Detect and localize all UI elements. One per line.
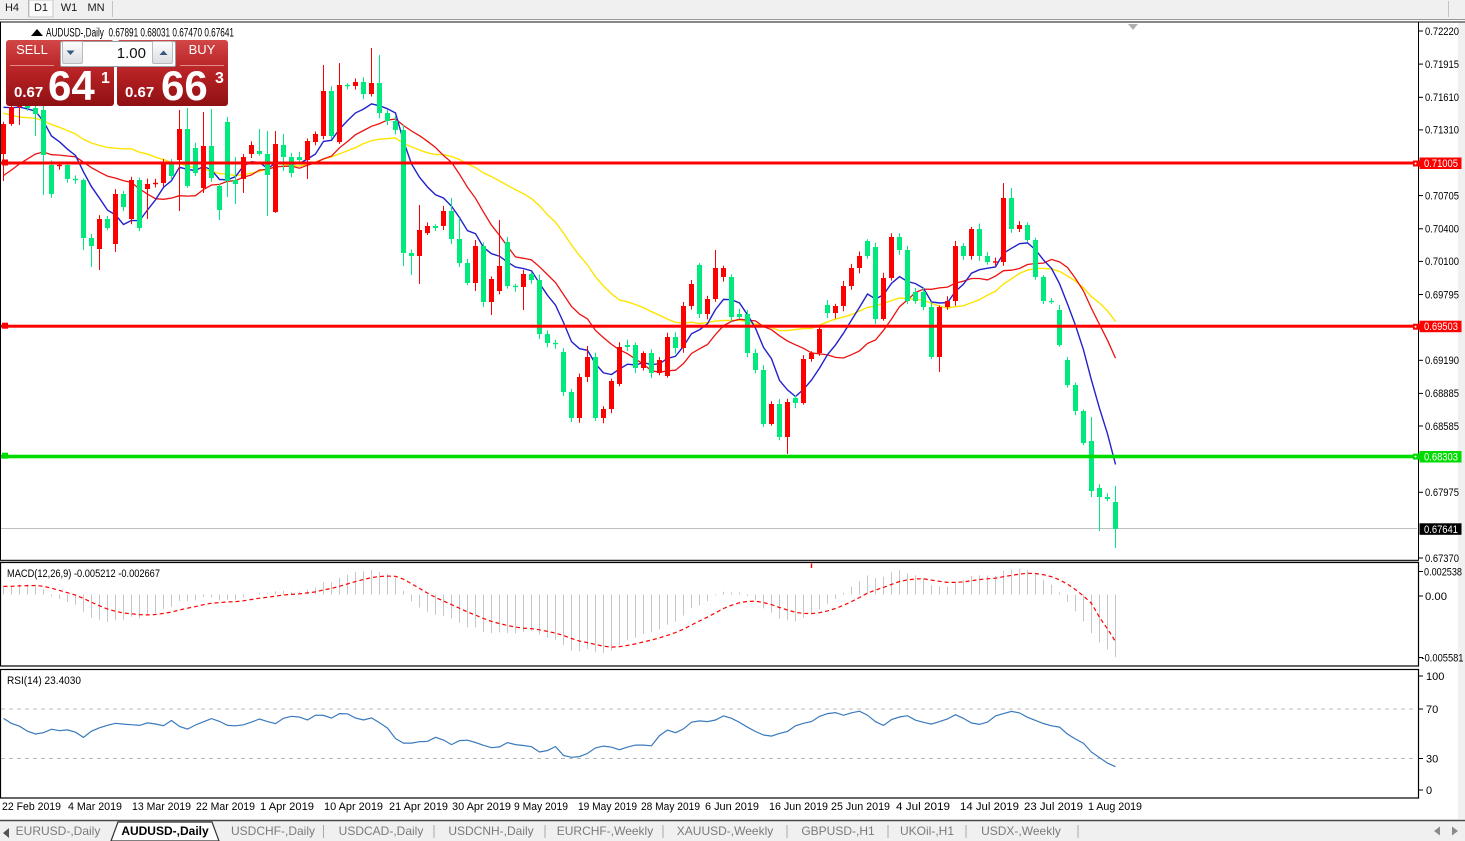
svg-text:MN: MN: [87, 2, 104, 14]
svg-text:0.00: 0.00: [1425, 591, 1447, 603]
svg-text:0.71915: 0.71915: [1425, 59, 1459, 71]
svg-text:H4: H4: [5, 2, 19, 14]
svg-text:6 Jun 2019: 6 Jun 2019: [705, 801, 759, 813]
svg-text:AUDUSD-,Daily: AUDUSD-,Daily: [121, 824, 209, 838]
svg-text:19 May 2019: 19 May 2019: [578, 801, 637, 813]
svg-text:30 Apr 2019: 30 Apr 2019: [452, 801, 511, 813]
svg-text:14 Jul 2019: 14 Jul 2019: [960, 801, 1019, 813]
svg-text:0.67370: 0.67370: [1425, 553, 1459, 565]
svg-text:W1: W1: [61, 2, 78, 14]
svg-text:USDX-,Weekly: USDX-,Weekly: [981, 824, 1061, 838]
svg-text:0.71610: 0.71610: [1425, 92, 1459, 104]
svg-text:0.71005: 0.71005: [1424, 158, 1458, 170]
svg-text:0.69795: 0.69795: [1425, 289, 1459, 301]
svg-text:0.70705: 0.70705: [1425, 190, 1459, 202]
svg-text:D1: D1: [34, 2, 48, 14]
svg-text:13 Mar 2019: 13 Mar 2019: [132, 801, 191, 813]
svg-text:4 Jul 2019: 4 Jul 2019: [896, 801, 950, 813]
svg-text:23 Jul 2019: 23 Jul 2019: [1024, 801, 1083, 813]
svg-text:GBPUSD-,H1: GBPUSD-,H1: [801, 824, 875, 838]
svg-text:70: 70: [1426, 704, 1438, 716]
svg-text:USDCNH-,Daily: USDCNH-,Daily: [448, 824, 533, 838]
svg-text:USDCAD-,Daily: USDCAD-,Daily: [339, 824, 424, 838]
svg-text:28 May 2019: 28 May 2019: [641, 801, 700, 813]
svg-text:22 Mar 2019: 22 Mar 2019: [196, 801, 255, 813]
svg-text:4 Mar 2019: 4 Mar 2019: [68, 801, 122, 813]
svg-text:RSI(14) 23.4030: RSI(14) 23.4030: [7, 675, 81, 687]
svg-text:30: 30: [1426, 753, 1438, 765]
svg-text:0.71310: 0.71310: [1425, 125, 1459, 137]
svg-text:22 Feb 2019: 22 Feb 2019: [2, 801, 61, 813]
svg-text:1 Aug 2019: 1 Aug 2019: [1088, 801, 1142, 813]
svg-text:0.72220: 0.72220: [1425, 26, 1459, 38]
svg-text:0.67641: 0.67641: [1424, 524, 1458, 536]
svg-text:9 May 2019: 9 May 2019: [514, 801, 568, 813]
svg-text:EURUSD-,Daily: EURUSD-,Daily: [16, 824, 101, 838]
svg-text:XAUUSD-,Weekly: XAUUSD-,Weekly: [677, 824, 773, 838]
svg-text:16 Jun 2019: 16 Jun 2019: [769, 801, 828, 813]
svg-text:1 Apr 2019: 1 Apr 2019: [260, 801, 314, 813]
svg-text:25 Jun 2019: 25 Jun 2019: [831, 801, 890, 813]
svg-text:100: 100: [1426, 671, 1444, 683]
svg-text:-0.005581: -0.005581: [1422, 652, 1464, 664]
svg-text:0.002538: 0.002538: [1424, 566, 1462, 578]
svg-text:AUDUSD-,Daily 0.67891 0.68031: AUDUSD-,Daily 0.67891 0.68031 0.67470 0.…: [46, 28, 234, 40]
svg-text:0.70400: 0.70400: [1425, 224, 1459, 236]
svg-text:UKOil-,H1: UKOil-,H1: [900, 824, 954, 838]
svg-text:0.69190: 0.69190: [1425, 355, 1459, 367]
svg-text:0.68585: 0.68585: [1425, 421, 1459, 433]
svg-text:0.68303: 0.68303: [1424, 452, 1458, 464]
svg-text:0: 0: [1426, 785, 1432, 797]
svg-text:MACD(12,26,9) -0.005212 -0.002: MACD(12,26,9) -0.005212 -0.002667: [7, 568, 160, 580]
svg-text:21 Apr 2019: 21 Apr 2019: [389, 801, 448, 813]
svg-text:0.68885: 0.68885: [1425, 388, 1459, 400]
svg-text:USDCHF-,Daily: USDCHF-,Daily: [231, 824, 315, 838]
svg-text:10 Apr 2019: 10 Apr 2019: [324, 801, 383, 813]
svg-text:0.67975: 0.67975: [1425, 487, 1459, 499]
svg-text:0.70100: 0.70100: [1425, 256, 1459, 268]
svg-text:EURCHF-,Weekly: EURCHF-,Weekly: [557, 824, 653, 838]
svg-text:0.69503: 0.69503: [1424, 321, 1458, 333]
